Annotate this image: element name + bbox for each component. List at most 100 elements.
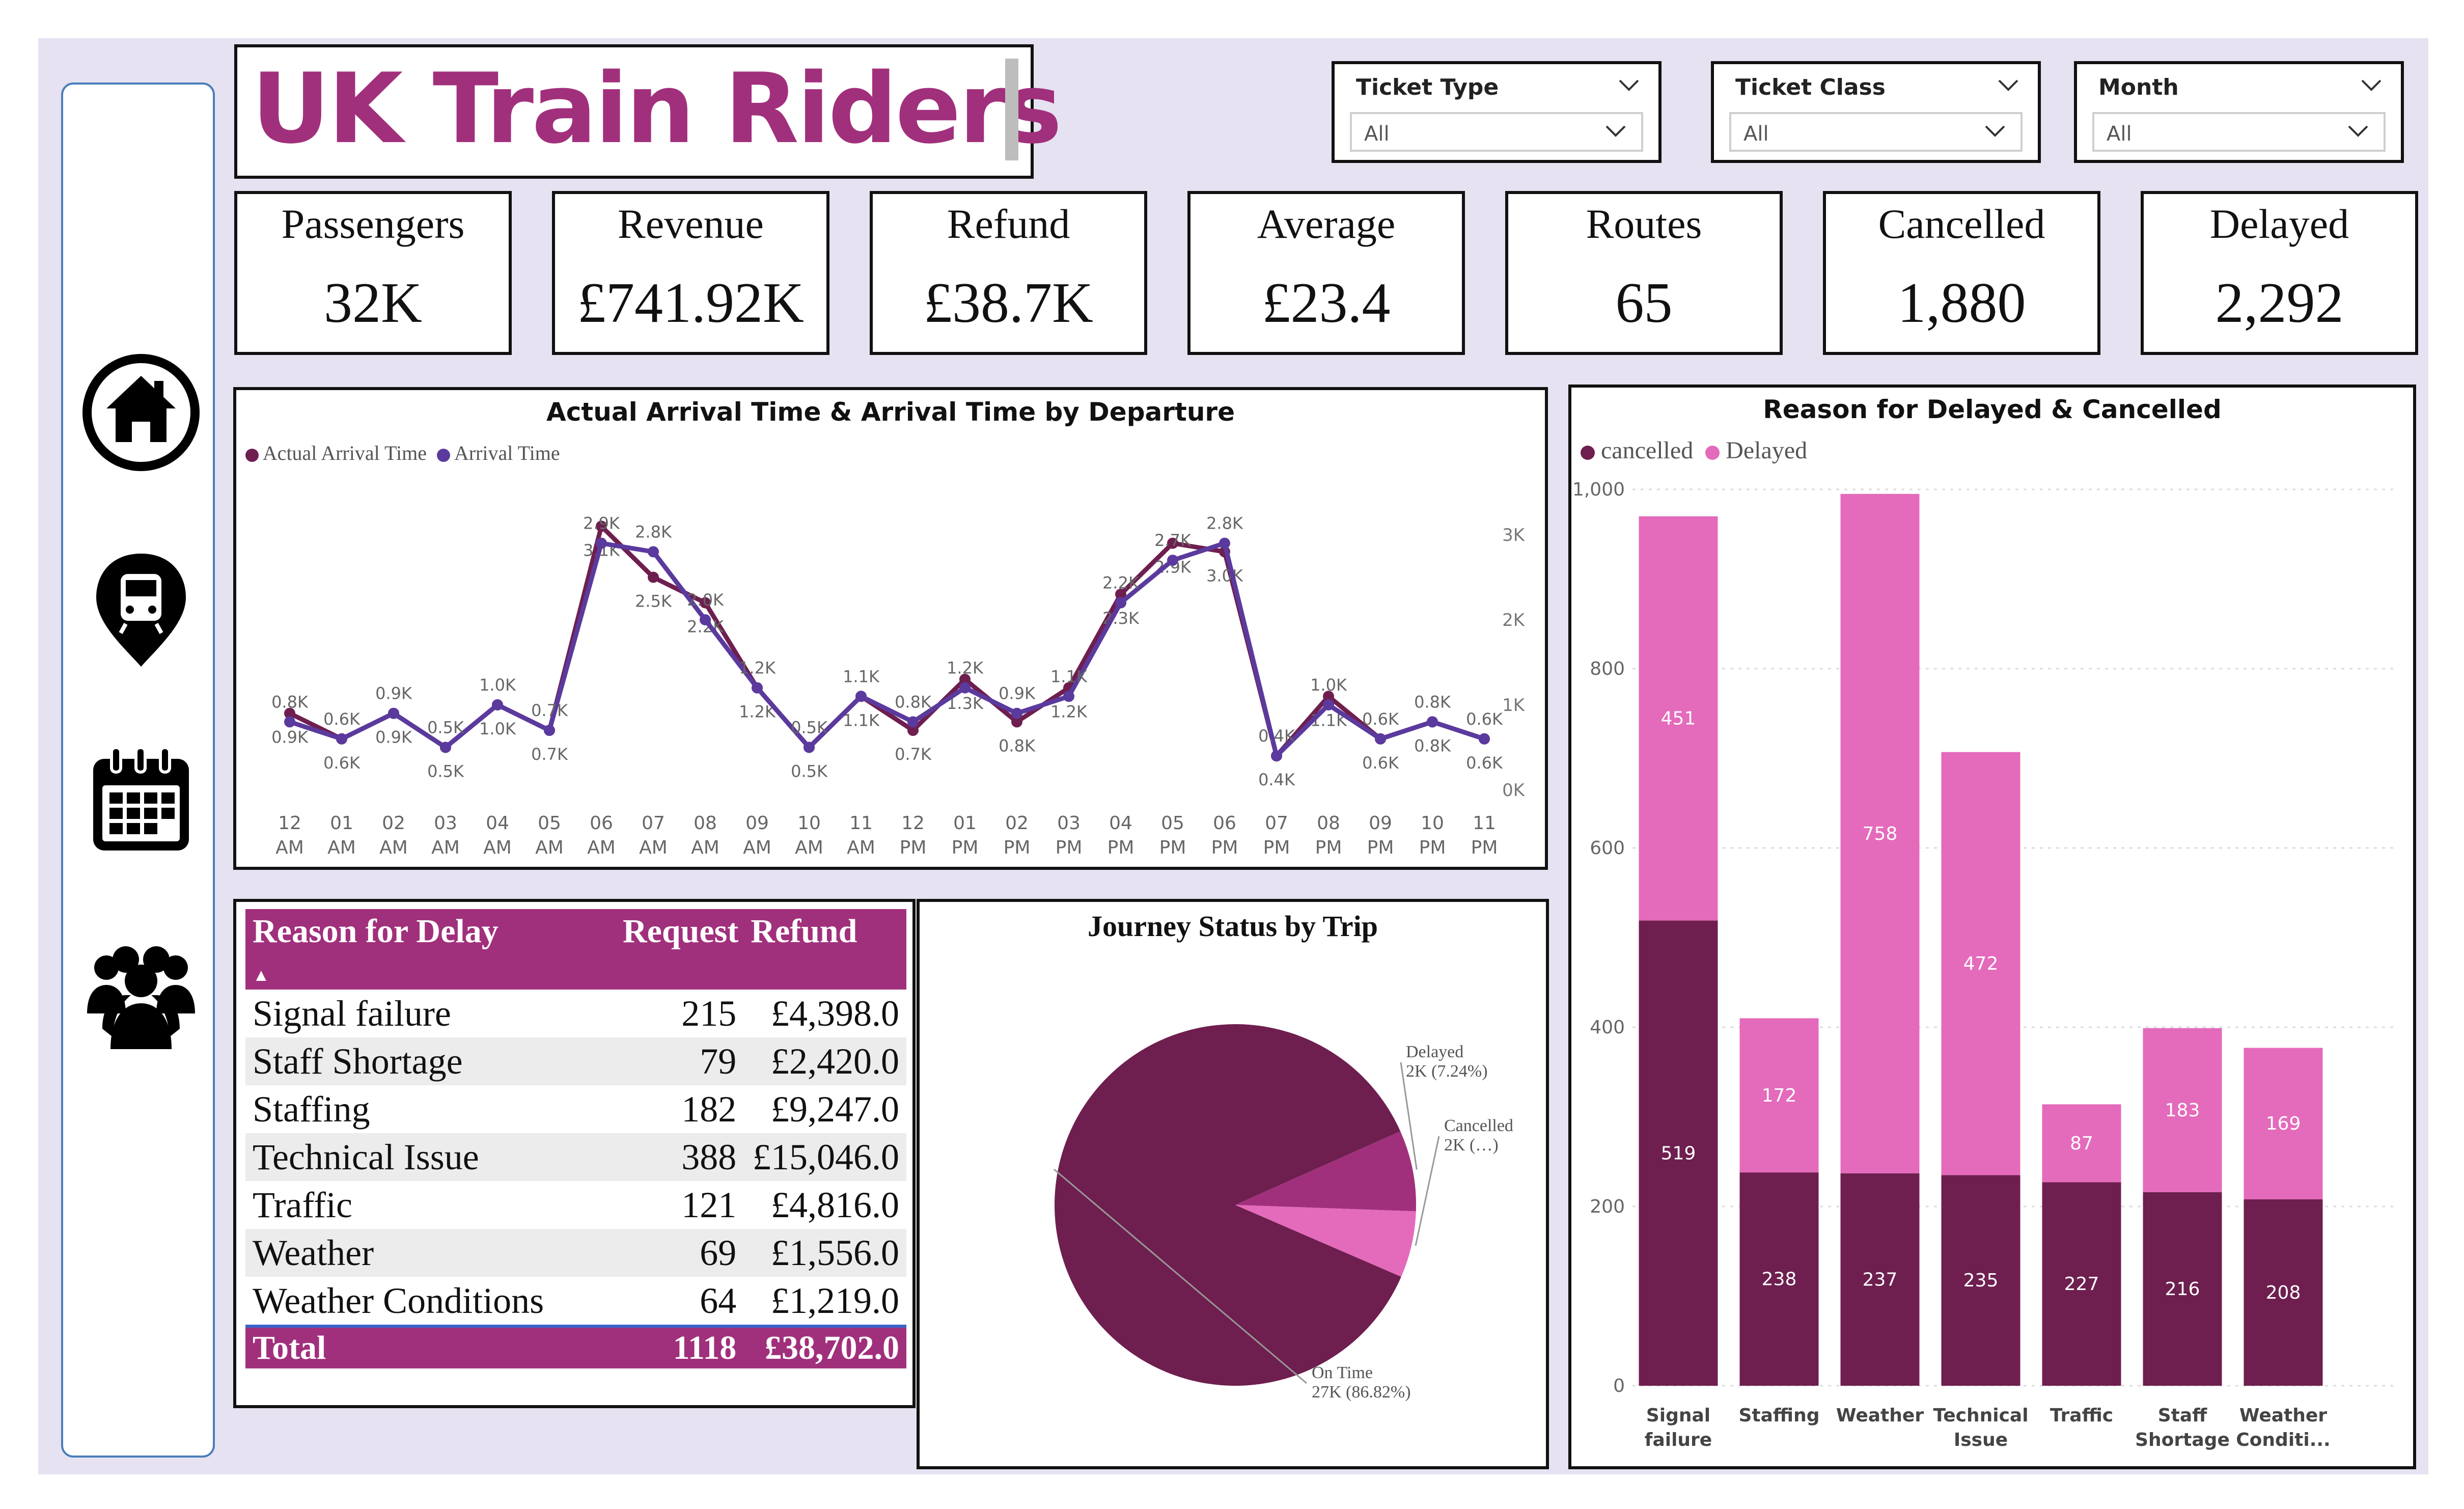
column-header-request[interactable]: Request — [614, 909, 744, 990]
data-label: 1.1K — [843, 667, 880, 686]
table-row[interactable]: Weather Conditions 64 £1,219.0 — [245, 1277, 906, 1326]
leader-line — [1053, 1168, 1307, 1384]
data-label: 0.6K — [323, 753, 361, 773]
y-tick-label: 800 — [1590, 659, 1625, 679]
slice-name-label: Delayed — [1406, 1042, 1463, 1061]
bar-value-label: 238 — [1762, 1269, 1797, 1290]
data-point — [336, 733, 347, 745]
data-point — [1063, 691, 1074, 702]
column-header-refund[interactable]: Refund — [743, 909, 906, 990]
chevron-down-icon — [2348, 125, 2368, 137]
data-point — [1323, 699, 1334, 710]
table-total-row: Total 1118 £38,702.0 — [245, 1325, 906, 1368]
chevron-down-icon[interactable] — [2360, 77, 2383, 93]
request-cell: 69 — [614, 1229, 744, 1277]
total-label: Total — [245, 1325, 614, 1368]
x-tick-label: 03 — [1057, 813, 1081, 834]
data-point — [1115, 597, 1126, 609]
table-row[interactable]: Staffing 182 £9,247.0 — [245, 1085, 906, 1133]
data-label: 1.0K — [479, 719, 516, 738]
table-row[interactable]: Traffic 121 £4,816.0 — [245, 1181, 906, 1229]
month-dropdown[interactable]: All — [2092, 112, 2386, 152]
data-point — [1115, 588, 1126, 600]
table-row[interactable]: Signal failure 215 £4,398.0 — [245, 990, 906, 1037]
x-tick-label: 01 — [330, 813, 353, 834]
x-tick-label: 12 — [278, 813, 301, 834]
bar-segment — [2244, 1048, 2323, 1199]
total-refund: £38,702.0 — [743, 1325, 906, 1368]
x-tick-label: 08 — [1317, 813, 1340, 834]
data-label: 0.7K — [531, 701, 568, 720]
chevron-down-icon[interactable] — [1997, 77, 2019, 93]
bar-value-label: 183 — [2165, 1100, 2200, 1121]
people-icon[interactable] — [80, 932, 202, 1054]
reason-table-card: Reason for Delay ▲ Request Refund Signal … — [233, 899, 916, 1408]
data-point — [1219, 537, 1230, 549]
data-point — [855, 691, 867, 702]
x-tick-label: Traffic — [2050, 1405, 2113, 1426]
request-cell: 182 — [681, 1088, 737, 1130]
data-label: 0.7K — [531, 745, 568, 764]
x-tick-label: 10 — [1421, 813, 1444, 834]
data-point — [1011, 716, 1022, 728]
data-point — [1167, 555, 1178, 566]
ticket-type-slicer[interactable]: Ticket Type All — [1332, 61, 1662, 163]
data-point — [596, 537, 607, 549]
request-cell: 79 — [614, 1037, 744, 1085]
data-point — [648, 571, 659, 583]
month-slicer[interactable]: Month All — [2074, 61, 2404, 163]
reason-cell: Traffic — [253, 1184, 352, 1225]
x-tick-label: 07 — [642, 813, 665, 834]
bar-segment — [1639, 516, 1718, 921]
data-point — [907, 725, 919, 736]
column-header-reason[interactable]: Reason for Delay ▲ — [245, 909, 614, 990]
dropdown-value: All — [1743, 122, 1769, 146]
leader-line — [1415, 1136, 1440, 1246]
x-tick-label: 02 — [382, 813, 405, 834]
x-tick-label: failure — [1645, 1430, 1712, 1450]
x-tick-label: PM — [1471, 837, 1498, 858]
pie-slice — [1235, 1205, 1416, 1277]
line-plot: 0K1K2K3K0.9K0.6K0.9K0.5K1.0K0.7K3.1K2.5K… — [271, 514, 1526, 858]
legend-label: Arrival Time — [454, 442, 560, 464]
refund-cell: £2,420.0 — [743, 1037, 906, 1085]
refund-cell: £1,219.0 — [771, 1280, 899, 1321]
ticket-class-dropdown[interactable]: All — [1729, 112, 2023, 152]
x-tick-label: Shortage — [2135, 1430, 2230, 1450]
reason-cell: Weather — [245, 1229, 614, 1277]
table-row[interactable]: Staff Shortage 79 £2,420.0 — [245, 1037, 906, 1085]
bar-segment — [2143, 1028, 2222, 1192]
refund-cell: £4,398.0 — [771, 993, 899, 1034]
reason-cell: Staffing — [253, 1088, 370, 1130]
table-row[interactable]: Technical Issue 388 £15,046.0 — [245, 1133, 906, 1181]
data-point — [1375, 733, 1386, 745]
x-tick-label: PM — [1367, 837, 1394, 858]
data-label: 1.1K — [1050, 667, 1088, 686]
home-icon[interactable] — [80, 351, 202, 474]
kpi-card-delayed: Delayed 2,292 — [2141, 191, 2418, 355]
request-cell: 215 — [681, 993, 737, 1034]
slice-value-label: 2K (7.24%) — [1406, 1062, 1488, 1081]
ticket-type-dropdown[interactable]: All — [1350, 112, 1643, 152]
bar-segment — [2042, 1104, 2121, 1183]
x-tick-label: 10 — [797, 813, 821, 834]
data-label: 0.6K — [1362, 709, 1399, 729]
data-label: 1.0K — [1310, 675, 1347, 695]
data-label: 2.7K — [1154, 531, 1192, 550]
kpi-label: Cancelled — [1878, 201, 2045, 247]
data-point — [284, 707, 295, 719]
table-header-row: Reason for Delay ▲ Request Refund — [245, 909, 906, 990]
x-tick-label: PM — [952, 837, 979, 858]
calendar-icon[interactable] — [80, 738, 202, 861]
data-label: 0.8K — [1414, 692, 1451, 711]
x-tick-label: AM — [639, 837, 668, 858]
chevron-down-icon[interactable] — [1618, 77, 1640, 93]
kpi-value: 1,880 — [1897, 271, 2026, 335]
data-label: 0.7K — [895, 745, 932, 764]
ticket-class-slicer[interactable]: Ticket Class All — [1711, 61, 2041, 163]
x-tick-label: PM — [1159, 837, 1186, 858]
data-label: 0.9K — [999, 684, 1036, 703]
data-label: 1.0K — [479, 675, 516, 695]
table-row[interactable]: Weather 69 £1,556.0 — [245, 1229, 906, 1277]
train-location-icon[interactable] — [80, 547, 202, 670]
